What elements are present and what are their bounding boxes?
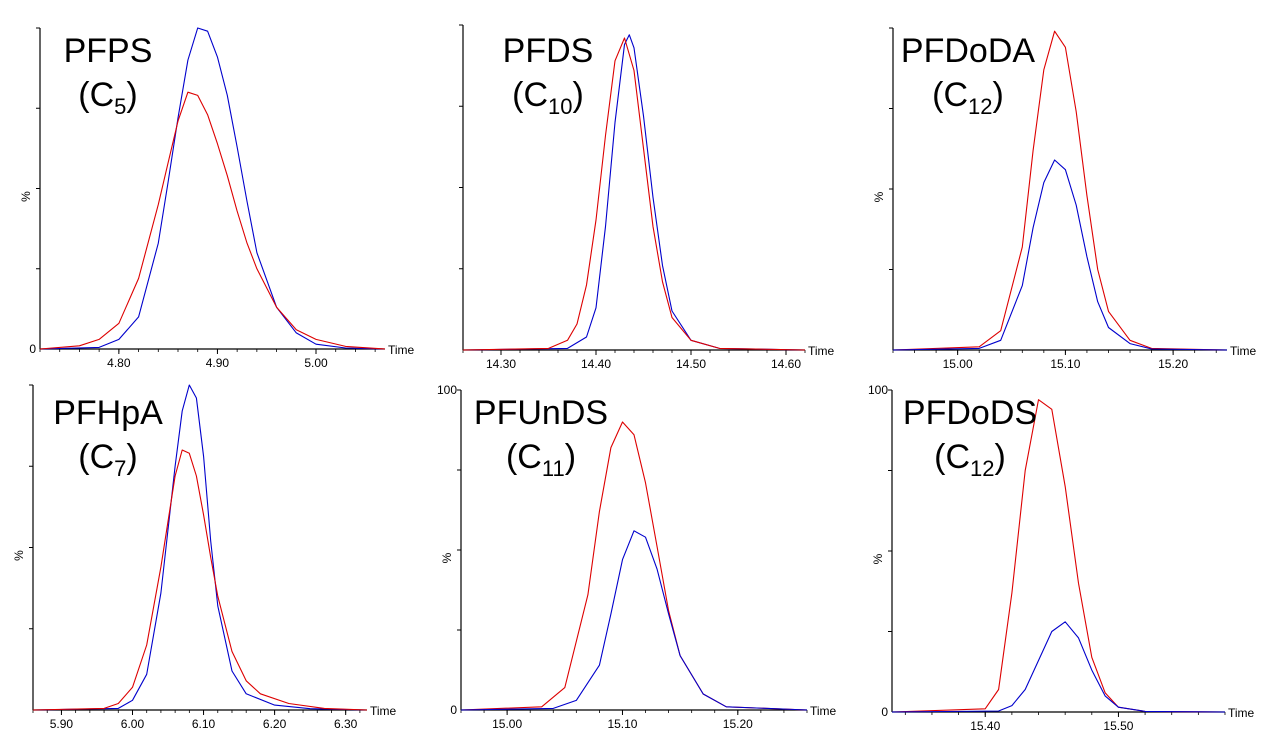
compound-title: PFUnDS <box>474 394 608 432</box>
x-axis-label: Time <box>810 704 837 718</box>
compound-title: PFPS <box>64 32 153 70</box>
chart-panel-pfdoda: 15.00 15.10 15.20 Time% PFDoDA (C12) <box>872 27 1257 371</box>
series-line-blue <box>891 621 1226 713</box>
x-tick-label: 15.20 <box>1158 357 1188 371</box>
y-tick-label: 100 <box>437 383 457 397</box>
series-line-blue <box>460 530 808 711</box>
x-tick-label: 14.30 <box>486 357 516 371</box>
compound-title: PFDS <box>503 32 594 70</box>
x-tick-label: 15.40 <box>970 719 1000 733</box>
x-tick-label: 15.20 <box>723 717 753 731</box>
x-tick-label: 5.00 <box>304 356 328 370</box>
y-axis-label: % <box>440 552 454 563</box>
carbon-label: (C10) <box>512 76 584 119</box>
carbon-label: (C5) <box>78 76 137 119</box>
y-axis-label: % <box>12 550 26 561</box>
series-line-blue <box>892 159 1228 351</box>
compound-title: PFDoDS <box>903 394 1037 432</box>
series-line-red <box>39 91 386 350</box>
x-tick-label: 6.20 <box>263 717 287 731</box>
carbon-label: (C12) <box>934 438 1006 481</box>
carbon-label: (C7) <box>78 438 137 481</box>
series-line-red <box>462 37 806 351</box>
x-tick-label: 14.60 <box>771 357 801 371</box>
carbon-label: (C12) <box>932 76 1004 119</box>
x-axis-label: Time <box>1228 706 1255 720</box>
x-tick-label: 14.50 <box>676 357 706 371</box>
x-tick-label: 4.80 <box>107 356 131 370</box>
x-tick-label: 15.00 <box>492 717 522 731</box>
y-tick-label: 0 <box>29 342 36 356</box>
series-line-blue <box>462 34 806 351</box>
y-tick-label: 0 <box>881 705 888 719</box>
compound-title: PFHpA <box>53 394 163 432</box>
x-tick-label: 6.00 <box>121 717 145 731</box>
x-tick-label: 15.10 <box>607 717 637 731</box>
chart-panel-pfhpa: 5.90 6.00 6.10 6.20 6.30 Time% PFHpA (C7) <box>12 384 397 731</box>
series-line-blue <box>39 27 386 350</box>
x-tick-label: 14.40 <box>581 357 611 371</box>
chart-panel-pfdods: 15.40 15.50 Time 0 100% PFDoDS (C12) <box>868 383 1255 733</box>
chart-panel-pfps: 4.80 4.90 5.00 Time 0% PFPS (C5) <box>19 27 415 370</box>
x-tick-label: 4.90 <box>206 356 230 370</box>
x-tick-label: 5.90 <box>50 717 74 731</box>
x-tick-label: 15.00 <box>943 357 973 371</box>
y-tick-label: 0 <box>450 703 457 717</box>
x-axis-label: Time <box>1230 344 1257 358</box>
x-axis-label: Time <box>370 704 397 718</box>
y-axis-label: % <box>19 191 33 202</box>
series-line-red <box>892 30 1228 351</box>
chart-panel-pfds: 14.30 14.40 14.50 14.60 Time PFDS (C10) <box>459 24 835 371</box>
x-tick-label: 15.50 <box>1103 719 1133 733</box>
y-axis-label: % <box>871 553 885 564</box>
x-tick-label: 15.10 <box>1050 357 1080 371</box>
x-axis-label: Time <box>388 343 415 357</box>
carbon-label: (C11) <box>506 438 576 481</box>
y-axis-label: % <box>872 191 886 202</box>
compound-title: PFDoDA <box>901 32 1035 70</box>
x-axis-label: Time <box>808 344 835 358</box>
series-line-red <box>32 449 368 711</box>
x-tick-label: 6.30 <box>334 717 358 731</box>
y-tick-label: 100 <box>868 383 888 397</box>
series-line-blue <box>32 384 368 711</box>
chart-panel-pfunds: 15.00 15.10 15.20 Time 0 100% PFUnDS (C11) <box>437 383 837 731</box>
x-tick-label: 6.10 <box>192 717 216 731</box>
